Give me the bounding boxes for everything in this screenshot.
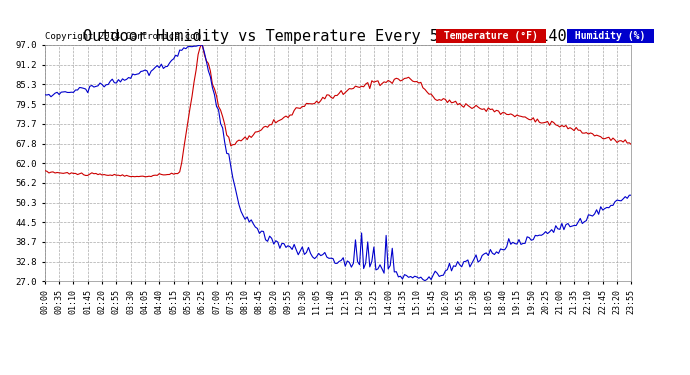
Text: Copyright 2014 Cartronics.com: Copyright 2014 Cartronics.com — [45, 32, 201, 41]
Title: Outdoor Humidity vs Temperature Every 5 Minutes 20140531: Outdoor Humidity vs Temperature Every 5 … — [83, 29, 593, 44]
Text: Humidity (%): Humidity (%) — [569, 32, 651, 41]
Text: Temperature (°F): Temperature (°F) — [438, 32, 544, 41]
